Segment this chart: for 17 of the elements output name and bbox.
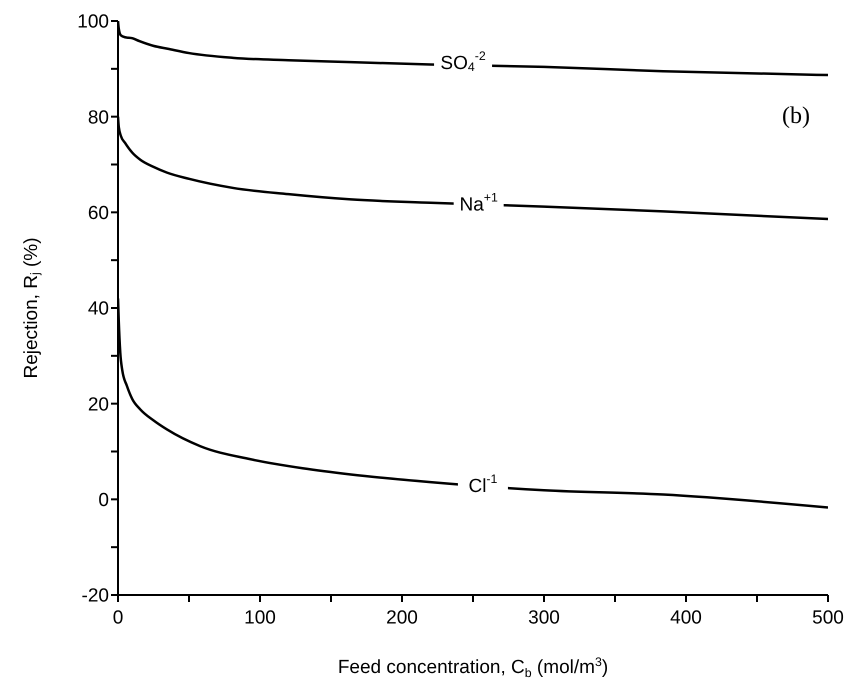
x-tick-label: 100 [244, 607, 276, 628]
y-tick-label: 60 [88, 203, 109, 224]
y-tick-label: 100 [77, 12, 109, 33]
annotation: Na$^{+1}$ [459, 191, 498, 216]
annotation: (b) [782, 103, 810, 130]
x-tick-label: 500 [812, 607, 844, 628]
y-tick-label: 80 [88, 107, 109, 128]
x-axis-title: Feed concentration, C$_{b}$ (mol/m$^{3}$) [338, 655, 608, 680]
y-tick-label: 20 [88, 394, 109, 416]
x-tick-label: 0 [112, 607, 124, 628]
annotation: Cl$^{-1}$ [468, 472, 498, 496]
y-tick-label: -20 [82, 586, 109, 607]
y-tick-label: 0 [98, 490, 109, 512]
x-tick-label: 200 [386, 607, 418, 628]
y-tick-label: 40 [88, 298, 109, 320]
x-tick-label: 400 [670, 607, 702, 628]
x-tick-label: 300 [528, 607, 560, 628]
